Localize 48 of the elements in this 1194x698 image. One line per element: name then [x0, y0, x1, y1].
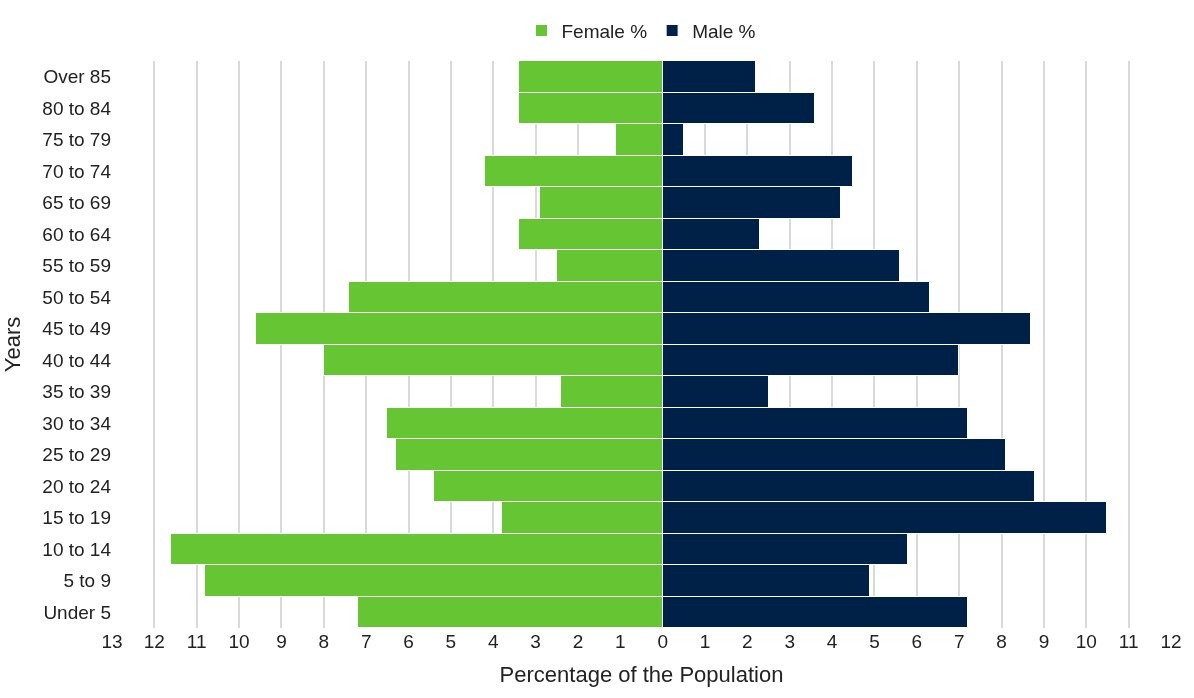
x-tick-label: 2	[742, 631, 753, 652]
y-tick-label: 20 to 24	[42, 475, 112, 497]
x-tick-label: 11	[186, 631, 207, 652]
x-tick-label: 6	[911, 631, 923, 652]
x-tick-label: 11	[1118, 631, 1139, 652]
y-tick-label: 70 to 74	[42, 160, 112, 182]
x-tick-label: 12	[1160, 631, 1182, 652]
x-tick-label: 7	[360, 631, 372, 652]
x-tick-label: 4	[487, 631, 499, 652]
y-tick-label: 10 to 14	[42, 538, 112, 560]
y-tick-label: 50 to 54	[42, 286, 112, 308]
x-tick-label: 3	[530, 631, 541, 652]
x-tick-label: 6	[403, 631, 414, 652]
x-tick-label: 9	[1038, 631, 1050, 652]
y-tick-label: Under 5	[43, 601, 111, 623]
y-tick-label: 60 to 64	[42, 223, 112, 245]
x-tick-label: 0	[657, 631, 668, 652]
legend-label: Male %	[692, 20, 756, 42]
legend-label: Female %	[561, 20, 648, 42]
x-axis-title: Percentage of the Population	[499, 661, 784, 687]
y-tick-label: 30 to 34	[42, 412, 112, 434]
x-tick-label: 10	[1075, 631, 1097, 652]
x-tick-label: 2	[572, 631, 584, 652]
x-tick-label: 8	[318, 631, 330, 652]
x-tick-label: 5	[869, 631, 880, 652]
x-tick-label: 5	[445, 631, 457, 652]
y-tick-label: 15 to 19	[42, 507, 111, 529]
x-tick-label: 3	[784, 631, 796, 652]
y-tick-label: 75 to 79	[42, 129, 111, 151]
y-tick-label: 5 to 9	[63, 570, 111, 592]
x-tick-label: 1	[615, 631, 626, 652]
y-tick-label: 45 to 49	[42, 318, 111, 340]
x-tick-label: 9	[276, 631, 287, 652]
x-tick-label: 4	[826, 631, 838, 652]
x-tick-label: 1	[699, 631, 711, 652]
x-tick-label: 8	[996, 631, 1007, 652]
y-tick-label: 55 to 59	[42, 255, 111, 277]
y-tick-label: 35 to 39	[42, 381, 111, 403]
x-tick-label: 13	[101, 631, 123, 652]
y-tick-label: 80 to 84	[42, 97, 112, 119]
x-tick-label: 12	[143, 631, 165, 652]
y-axis-title: Years	[0, 316, 26, 373]
y-tick-label: 65 to 69	[42, 192, 111, 214]
y-tick-label: 25 to 29	[42, 444, 111, 466]
x-tick-label: 10	[228, 631, 250, 652]
x-tick-label: 7	[953, 631, 965, 652]
y-tick-label: 40 to 44	[42, 349, 112, 371]
y-tick-label: Over 85	[43, 66, 111, 88]
